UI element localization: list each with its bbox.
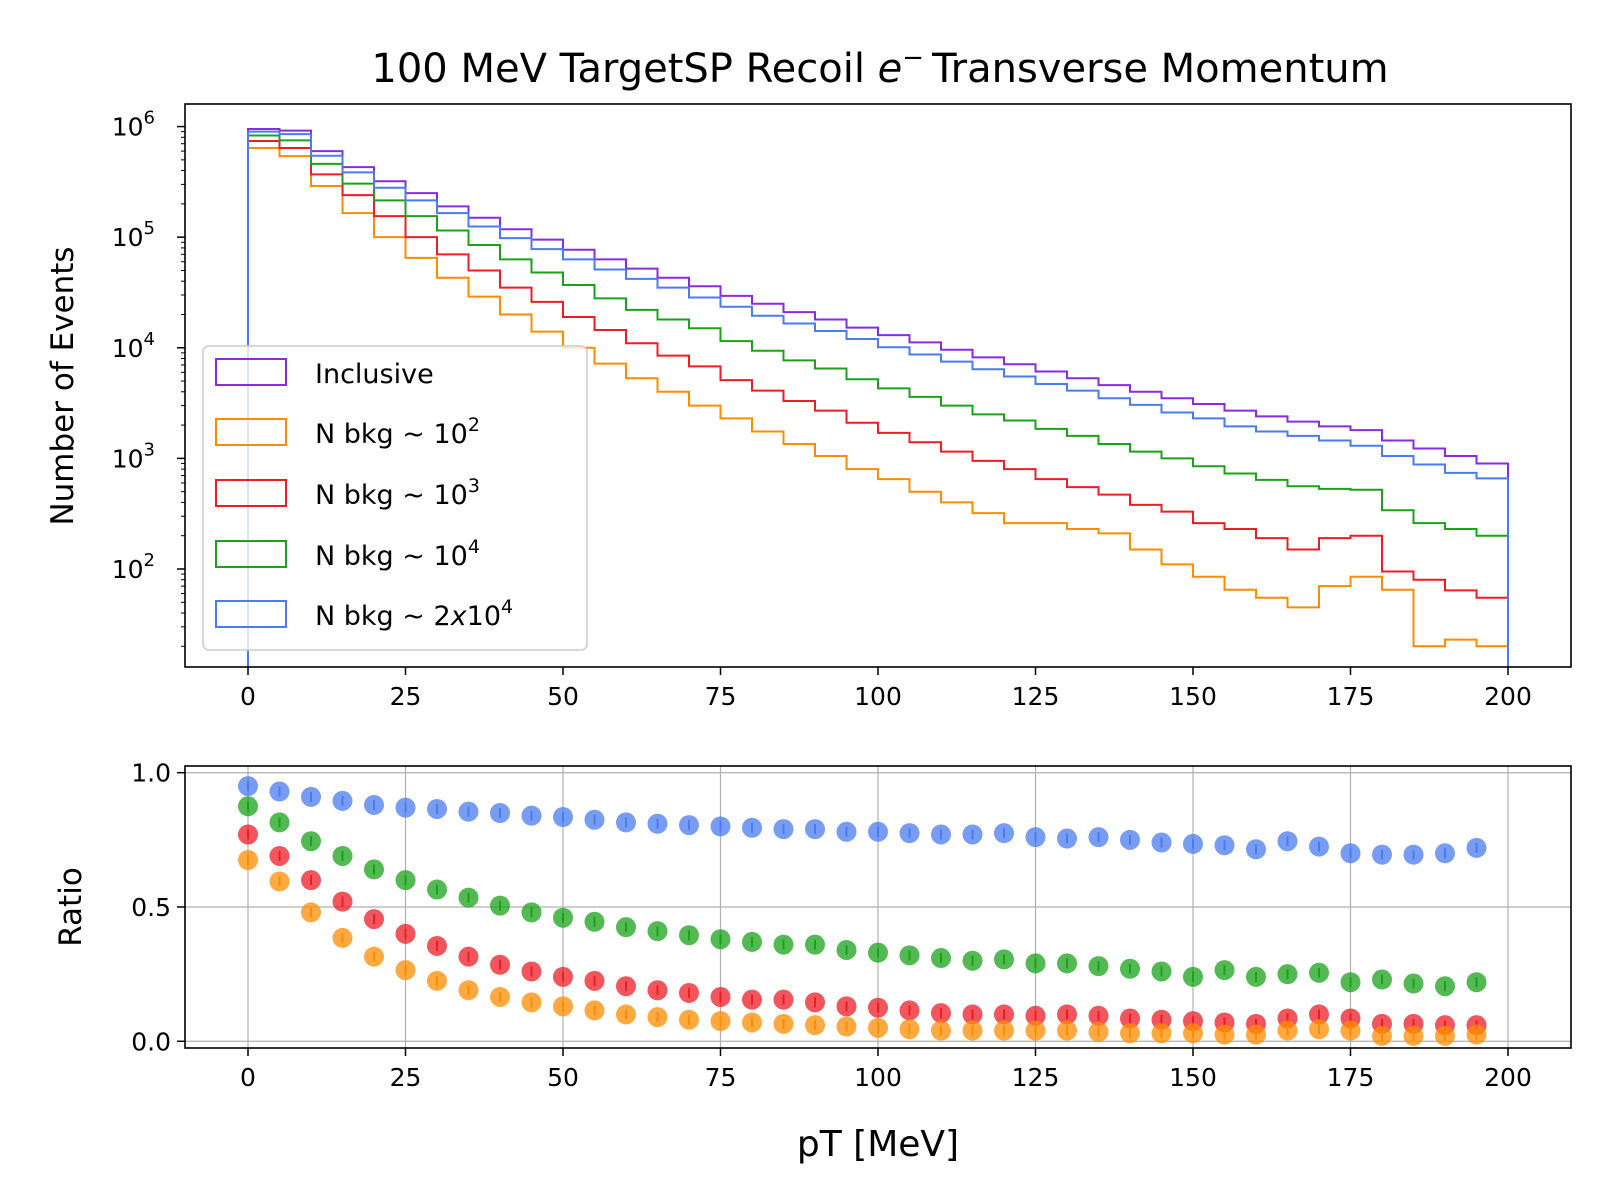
y-tick-label-bottom: 0.5 — [131, 893, 171, 922]
ratio-series-n-bkg-2x10-4 — [238, 776, 1487, 865]
ratio-series-n-bkg-10-4 — [238, 796, 1487, 997]
legend-swatch-nbkg-1e3 — [215, 479, 287, 507]
bottom-axes-frame — [184, 765, 1572, 1049]
x-axis-ticks-top: 0 25 50 75 100 125 150 175 200 — [240, 667, 1532, 711]
x-tick-label-bottom: 100 — [854, 1063, 902, 1092]
histogram-series-inclusive — [247, 128, 1509, 667]
y-axis-ticks-bottom: 0.0 0.5 1.0 — [131, 759, 185, 1056]
x-tick-label-bottom: 175 — [1327, 1063, 1375, 1092]
ratio-series-n-bkg-10-3 — [238, 824, 1487, 1036]
x-tick-label-bottom: 125 — [1012, 1063, 1060, 1092]
x-tick-label-top: 75 — [705, 682, 737, 711]
ratio-grid — [185, 766, 1571, 1048]
x-tick-label-top: 0 — [240, 682, 256, 711]
legend-entry-nbkg-1e2: N bkg ~ 102 — [215, 414, 480, 450]
histogram-series-n-bkg-10-2 — [247, 147, 1509, 667]
legend-entry-nbkg-2e4: N bkg ~ 2x104 — [215, 596, 513, 632]
top-axes-frame — [184, 103, 1572, 668]
ratio-series-group — [238, 776, 1487, 1046]
x-tick-label-top: 100 — [854, 682, 902, 711]
legend-swatch-nbkg-1e2 — [215, 418, 287, 446]
histogram-series-n-bkg-10-4 — [247, 134, 1509, 667]
legend-label-nbkg-1e4: N bkg ~ 104 — [315, 536, 480, 572]
x-tick-label-top: 200 — [1484, 682, 1532, 711]
x-axis-label: pT [MeV] — [797, 1124, 959, 1165]
x-tick-label-top: 175 — [1327, 682, 1375, 711]
legend-label-nbkg-1e3: N bkg ~ 103 — [315, 475, 480, 511]
y-axis-label-top: Number of Events — [45, 246, 81, 525]
y-axis-ticks-top: 102 103 104 105 106 — [112, 108, 185, 647]
legend-label-inclusive: Inclusive — [315, 359, 434, 390]
legend-label-nbkg-1e2: N bkg ~ 102 — [315, 414, 480, 450]
x-tick-label-bottom: 50 — [547, 1063, 579, 1092]
histogram-series-group — [247, 128, 1509, 667]
legend-box — [202, 345, 588, 651]
histogram-panel: 0 25 50 75 100 125 150 175 200 102 103 104 105 106 N… — [45, 103, 1572, 711]
chart-title: 100 MeV TargetSP Recoil e− Transverse Mom… — [371, 43, 1388, 92]
legend-entry-nbkg-1e3: N bkg ~ 103 — [215, 475, 480, 511]
histogram-series-n-bkg-10-3 — [247, 140, 1509, 667]
x-tick-label-top: 25 — [390, 682, 422, 711]
y-tick-label-bottom: 0.0 — [131, 1027, 171, 1056]
x-tick-label-bottom: 0 — [240, 1063, 256, 1092]
legend-label-nbkg-2e4: N bkg ~ 2x104 — [315, 596, 513, 632]
x-tick-label-top: 150 — [1169, 682, 1217, 711]
ratio-series-n-bkg-10-2 — [238, 850, 1487, 1046]
legend-swatch-nbkg-1e4 — [215, 540, 287, 568]
y-axis-label-bottom: Ratio — [53, 867, 89, 947]
histogram-series-n-bkg-2x10-4 — [247, 130, 1509, 667]
x-tick-label-top: 50 — [547, 682, 579, 711]
x-tick-label-top: 125 — [1012, 682, 1060, 711]
x-tick-label-bottom: 25 — [390, 1063, 422, 1092]
y-tick-label-top: 102 — [112, 550, 155, 584]
x-tick-label-bottom: 200 — [1484, 1063, 1532, 1092]
y-tick-label-top: 104 — [112, 329, 155, 363]
legend-entry-nbkg-1e4: N bkg ~ 104 — [215, 536, 480, 572]
x-tick-label-bottom: 75 — [705, 1063, 737, 1092]
legend-swatch-nbkg-2e4 — [215, 600, 287, 628]
y-tick-label-top: 106 — [112, 108, 155, 142]
x-tick-label-bottom: 150 — [1169, 1063, 1217, 1092]
y-tick-label-top: 103 — [112, 439, 155, 473]
legend: Inclusive N bkg ~ 102 N bkg ~ 103 N bkg … — [202, 345, 588, 651]
legend-entry-inclusive: Inclusive — [215, 358, 434, 390]
ratio-panel: 0 25 50 75 100 125 150 175 200 0.0 0.5 1.0 Ratio p… — [53, 759, 1572, 1165]
x-axis-ticks-bottom: 0 25 50 75 100 125 150 175 200 — [240, 1048, 1532, 1092]
y-tick-label-bottom: 1.0 — [131, 759, 171, 788]
y-tick-label-top: 105 — [112, 218, 155, 252]
legend-swatch-inclusive — [215, 358, 287, 386]
